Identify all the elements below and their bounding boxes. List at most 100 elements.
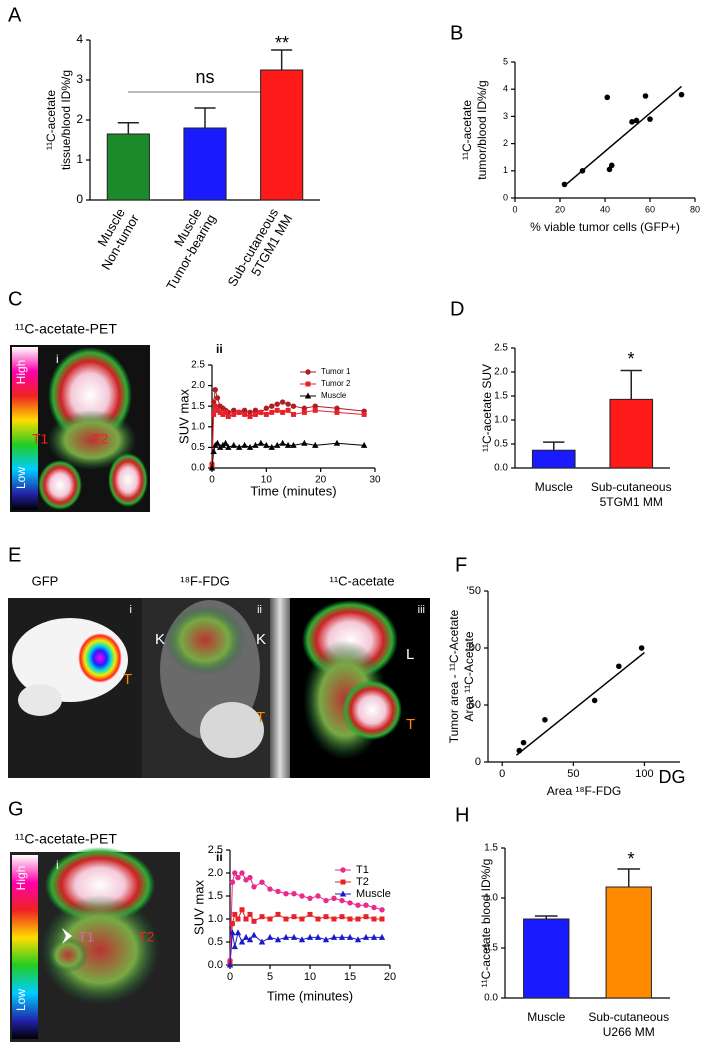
marker <box>378 933 386 940</box>
marker <box>238 938 246 945</box>
point <box>678 91 685 98</box>
point <box>542 717 548 723</box>
marker <box>274 441 281 448</box>
marker <box>279 399 286 405</box>
image-label: T <box>406 716 415 733</box>
y-tick-label: 0.5 <box>208 936 223 948</box>
marker <box>247 414 253 419</box>
marker <box>266 933 274 940</box>
y-tick-label: 1.0 <box>484 893 498 904</box>
image-title: ¹¹C-acetate-PET <box>15 321 117 337</box>
error-bar <box>117 122 139 134</box>
marker <box>235 874 241 881</box>
marker <box>252 441 259 448</box>
marker <box>242 933 250 940</box>
marker <box>284 441 292 448</box>
marker <box>247 409 253 416</box>
marker <box>307 895 313 901</box>
marker <box>229 929 236 936</box>
x-axis-label: Area ¹⁸F-FDG <box>547 784 621 798</box>
x-tick-label: 0 <box>512 204 517 214</box>
x-category-label: Sub-cutaneous <box>591 480 672 494</box>
point <box>616 663 622 670</box>
legend-marker <box>340 879 346 885</box>
legend-marker <box>305 381 311 387</box>
marker <box>212 403 218 409</box>
marker <box>239 907 245 913</box>
marker <box>323 914 329 920</box>
marker <box>312 441 319 448</box>
annotation: DG <box>659 767 686 787</box>
error-bar <box>194 107 216 128</box>
panel-letter: D <box>450 298 464 320</box>
legend-label: T1 <box>356 864 369 876</box>
error-bar <box>620 369 642 400</box>
point <box>629 119 635 125</box>
y-tick-label: 0.5 <box>494 439 508 450</box>
point <box>591 697 598 704</box>
y-tick-label: 2.0 <box>191 380 205 391</box>
marker <box>259 879 265 885</box>
marker <box>214 407 220 413</box>
marker <box>225 414 231 419</box>
marker <box>234 929 242 936</box>
marker <box>211 411 217 417</box>
image-panel: ii <box>257 604 262 616</box>
x-tick-label: 20 <box>555 204 565 214</box>
y-tick-label: 1.5 <box>484 843 498 854</box>
bar <box>609 398 654 469</box>
image-label: T <box>123 671 132 688</box>
marker <box>225 443 232 450</box>
marker <box>338 933 346 940</box>
marker <box>274 936 282 943</box>
marker <box>274 407 280 413</box>
marker <box>226 961 234 968</box>
marker <box>216 443 224 450</box>
y-axis-label: Area ¹¹C-Acetate <box>462 631 476 721</box>
image-label: T2 <box>138 929 155 945</box>
y-axis-label: ¹¹C-acetate SUV <box>480 364 494 452</box>
image-title: ¹¹C-acetate <box>329 573 394 588</box>
marker <box>279 439 286 446</box>
point <box>608 162 615 169</box>
bar <box>183 127 227 201</box>
y-axis-label: tumor/blood ID%/g <box>475 80 489 179</box>
marker <box>275 888 281 895</box>
marker <box>301 409 307 415</box>
marker <box>363 902 369 908</box>
marker <box>312 407 318 413</box>
x-category-label: U266 MM <box>603 1025 655 1039</box>
image-title: ¹¹C-acetate-PET <box>15 831 117 847</box>
x-axis-label: Time (minutes) <box>250 483 336 498</box>
image-label: K <box>155 631 165 648</box>
marker <box>333 439 341 446</box>
marker <box>210 399 217 405</box>
marker <box>263 405 270 411</box>
y-tick-label: 1.0 <box>494 415 508 426</box>
scale-label: High <box>14 360 28 385</box>
marker <box>280 409 286 415</box>
marker <box>217 409 223 415</box>
marker <box>291 411 296 417</box>
marker <box>323 897 329 904</box>
y-tick-label: 0.0 <box>208 959 223 971</box>
marker <box>347 900 353 906</box>
legend-label: Muscle <box>321 391 347 400</box>
x-category-label: Muscle <box>527 1010 565 1024</box>
marker <box>371 916 377 922</box>
marker <box>212 387 218 393</box>
marker <box>246 936 254 943</box>
image-label: T1 <box>32 431 49 447</box>
marker <box>275 911 281 917</box>
scale-label: Low <box>14 467 28 489</box>
panel-letter: G <box>8 798 24 820</box>
marker <box>223 409 229 415</box>
point <box>520 739 527 746</box>
y-tick-label: 3 <box>503 111 508 121</box>
marker <box>214 395 221 401</box>
marker <box>247 874 253 881</box>
image-label: T2 <box>92 431 109 447</box>
y-tick-label: 1.0 <box>191 421 205 432</box>
y-tick-label: 2.0 <box>208 867 223 879</box>
y-axis-label: SUV max <box>176 389 191 444</box>
